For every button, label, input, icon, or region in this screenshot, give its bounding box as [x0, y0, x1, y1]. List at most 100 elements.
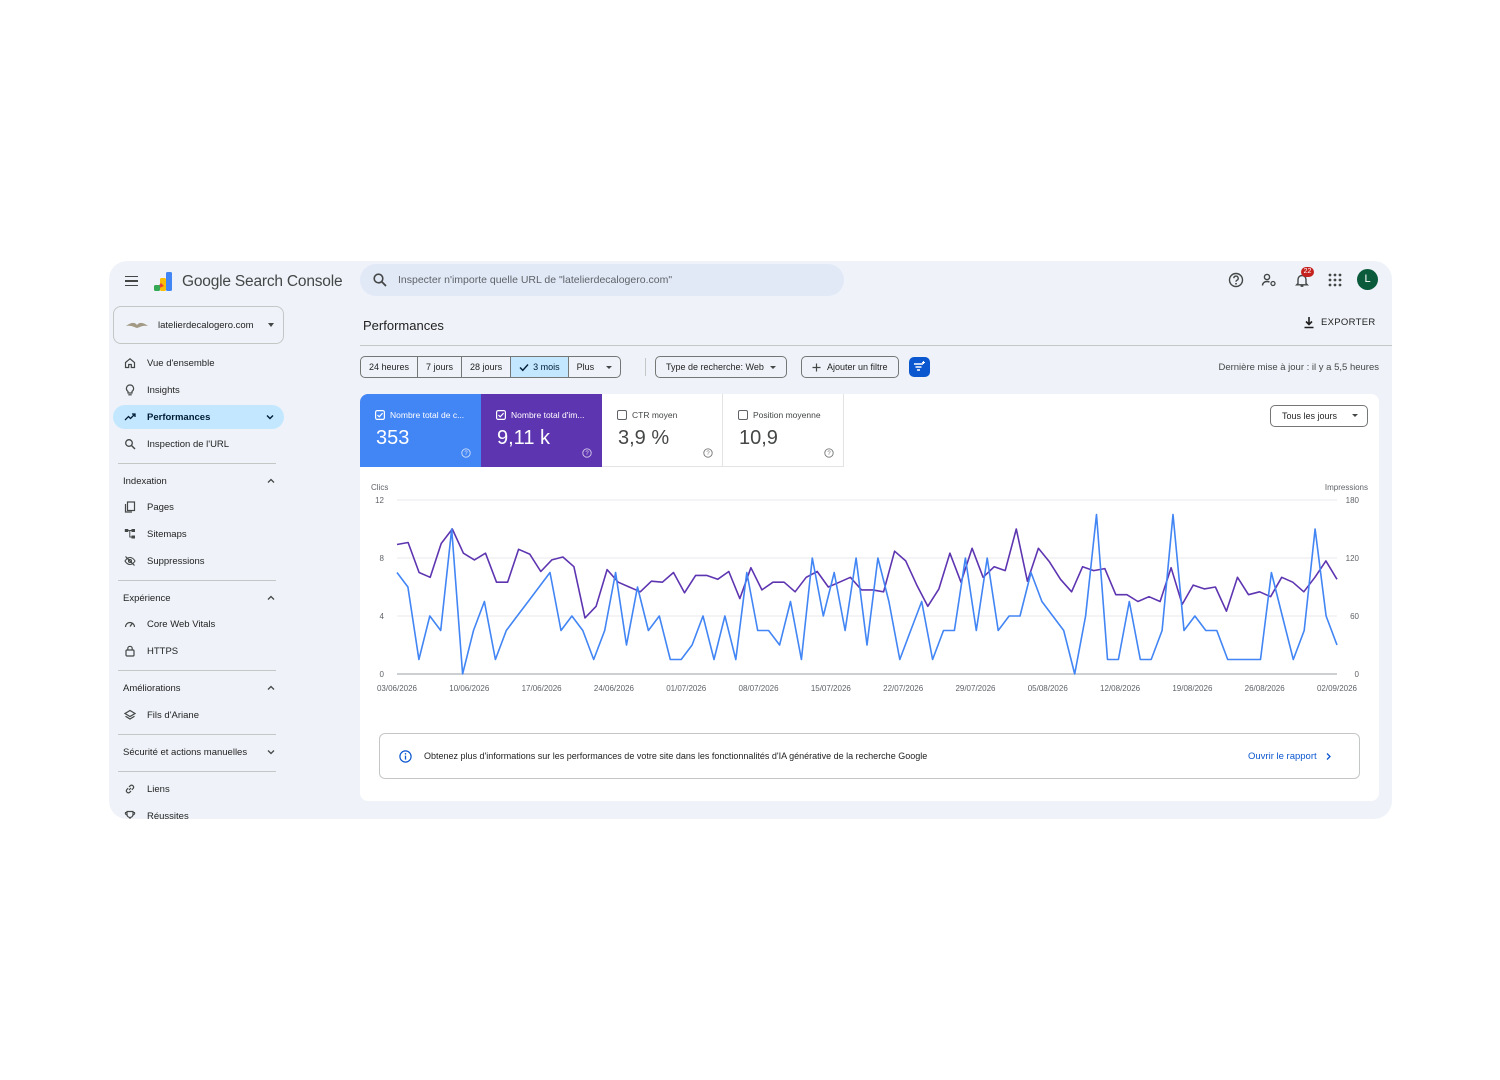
metric-average-ctr[interactable]: CTR moyen 3,9 % ? — [602, 394, 723, 467]
right-tick-label: 60 — [1350, 612, 1359, 621]
search-type-filter[interactable]: Type de recherche: Web — [655, 356, 787, 378]
right-axis-title: Impressions — [1325, 483, 1368, 492]
sidebar-item-overview[interactable]: Vue d'ensemble — [113, 351, 284, 375]
sidebar-item-label: Pages — [147, 502, 174, 513]
range-more[interactable]: Plus — [569, 357, 621, 377]
avatar[interactable]: L — [1357, 269, 1378, 290]
checkbox-checked-icon[interactable] — [496, 410, 506, 420]
url-inspection-search[interactable] — [360, 264, 844, 296]
ai-features-banner: Obtenez plus d'informations sur les perf… — [379, 733, 1360, 779]
add-filter-label: Ajouter un filtre — [827, 362, 888, 372]
help-icon[interactable] — [1225, 269, 1246, 290]
x-tick-label: 02/09/2026 — [1317, 684, 1358, 693]
link-icon — [125, 784, 135, 794]
sidebar-item-core-web-vitals[interactable]: Core Web Vitals — [113, 612, 284, 636]
sidebar-item-https[interactable]: HTTPS — [113, 639, 284, 663]
performance-card: Nombre total de c... 353 ? Nombre total … — [360, 394, 1379, 801]
section-experience[interactable]: Expérience — [123, 593, 171, 604]
help-icon[interactable]: ? — [582, 448, 592, 458]
range-7d[interactable]: 7 jours — [418, 357, 463, 377]
sidebar-item-pages[interactable]: Pages — [113, 495, 284, 519]
manage-users-icon[interactable] — [1258, 269, 1279, 290]
export-button[interactable]: EXPORTER — [1303, 316, 1376, 329]
plus-icon — [812, 363, 821, 371]
sidebar-item-achievements[interactable]: Réussites — [113, 804, 284, 819]
sidebar-item-label: Vue d'ensemble — [147, 358, 215, 369]
add-filter-button[interactable]: Ajouter un filtre — [801, 356, 899, 378]
search-icon — [373, 273, 387, 287]
sidebar-item-performances[interactable]: Performances — [113, 405, 284, 429]
help-icon[interactable]: ? — [461, 448, 471, 458]
help-icon[interactable]: ? — [703, 448, 713, 458]
chevron-up-icon[interactable] — [266, 476, 276, 486]
chevron-up-icon[interactable] — [266, 593, 276, 603]
x-tick-label: 05/08/2026 — [1028, 684, 1069, 693]
x-tick-label: 10/06/2026 — [449, 684, 490, 693]
range-24h[interactable]: 24 heures — [361, 357, 419, 377]
checkbox-unchecked-icon[interactable] — [738, 410, 748, 420]
granularity-dropdown[interactable]: Tous les jours — [1270, 405, 1368, 427]
filter-settings-button[interactable] — [909, 357, 930, 377]
eye-off-icon — [124, 556, 136, 566]
svg-text:?: ? — [706, 451, 710, 457]
sidebar-item-links[interactable]: Liens — [113, 777, 284, 801]
property-selector[interactable]: latelierdecalogero.com — [113, 306, 284, 344]
sidebar-divider — [118, 771, 276, 772]
x-tick-label: 29/07/2026 — [955, 684, 996, 693]
property-name: latelierdecalogero.com — [158, 320, 254, 331]
last-update-text: Dernière mise à jour : il y a 5,5 heures — [1218, 362, 1379, 373]
svg-text:?: ? — [585, 451, 589, 457]
sidebar-item-removals[interactable]: Suppressions — [113, 549, 284, 573]
layers-icon — [124, 709, 136, 720]
filter-list-icon — [914, 361, 925, 371]
x-tick-label: 03/06/2026 — [377, 684, 418, 693]
header-divider — [360, 345, 1392, 346]
sidebar-item-label: Fils d'Ariane — [147, 710, 199, 721]
apps-grid-icon[interactable] — [1324, 269, 1345, 290]
metric-total-clicks[interactable]: Nombre total de c... 353 ? — [360, 394, 481, 467]
svg-text:?: ? — [464, 451, 468, 457]
sidebar-item-insights[interactable]: Insights — [113, 378, 284, 402]
trending-icon — [124, 413, 136, 421]
metric-value: 9,11 k — [497, 427, 550, 449]
metric-total-impressions[interactable]: Nombre total d'im... 9,11 k ? — [481, 394, 602, 467]
help-icon[interactable]: ? — [824, 448, 834, 458]
open-report-link[interactable]: Ouvrir le rapport — [1248, 751, 1332, 762]
search-input[interactable] — [398, 264, 828, 296]
info-icon — [399, 750, 412, 763]
chevron-down-icon — [268, 323, 274, 327]
left-tick-label: 4 — [380, 612, 385, 621]
sidebar-item-breadcrumbs[interactable]: Fils d'Ariane — [113, 703, 284, 727]
range-3m[interactable]: 3 mois — [511, 357, 569, 377]
range-label: 3 mois — [533, 362, 560, 372]
section-indexation[interactable]: Indexation — [123, 476, 167, 487]
metric-value: 353 — [376, 427, 410, 449]
checkbox-checked-icon[interactable] — [375, 410, 385, 420]
open-report-label: Ouvrir le rapport — [1248, 751, 1317, 762]
chevron-down-icon[interactable] — [266, 747, 276, 757]
section-security[interactable]: Sécurité et actions manuelles — [123, 747, 248, 758]
export-label: EXPORTER — [1321, 317, 1376, 328]
sidebar-item-url-inspection[interactable]: Inspection de l'URL — [113, 432, 284, 456]
section-enhancements[interactable]: Améliorations — [123, 683, 181, 694]
right-tick-label: 180 — [1346, 496, 1360, 505]
sidebar-item-sitemaps[interactable]: Sitemaps — [113, 522, 284, 546]
bell-icon[interactable]: 22 — [1291, 267, 1314, 290]
sitemap-icon — [124, 529, 135, 539]
x-tick-label: 22/07/2026 — [883, 684, 924, 693]
x-tick-label: 19/08/2026 — [1172, 684, 1213, 693]
x-tick-label: 08/07/2026 — [739, 684, 780, 693]
banner-text: Obtenez plus d'informations sur les perf… — [424, 751, 928, 761]
x-tick-label: 12/08/2026 — [1100, 684, 1141, 693]
check-icon — [519, 363, 529, 371]
dropdown-arrow-icon — [1352, 414, 1358, 417]
metric-label: Nombre total de c... — [390, 410, 465, 420]
checkbox-unchecked-icon[interactable] — [617, 410, 627, 420]
metric-average-position[interactable]: Position moyenne 10,9 ? — [723, 394, 844, 467]
range-label: 7 jours — [426, 362, 454, 372]
range-label: Plus — [576, 362, 595, 372]
chevron-up-icon[interactable] — [266, 683, 276, 693]
range-28d[interactable]: 28 jours — [462, 357, 512, 377]
range-label: 24 heures — [369, 362, 410, 372]
menu-icon[interactable] — [121, 271, 141, 291]
